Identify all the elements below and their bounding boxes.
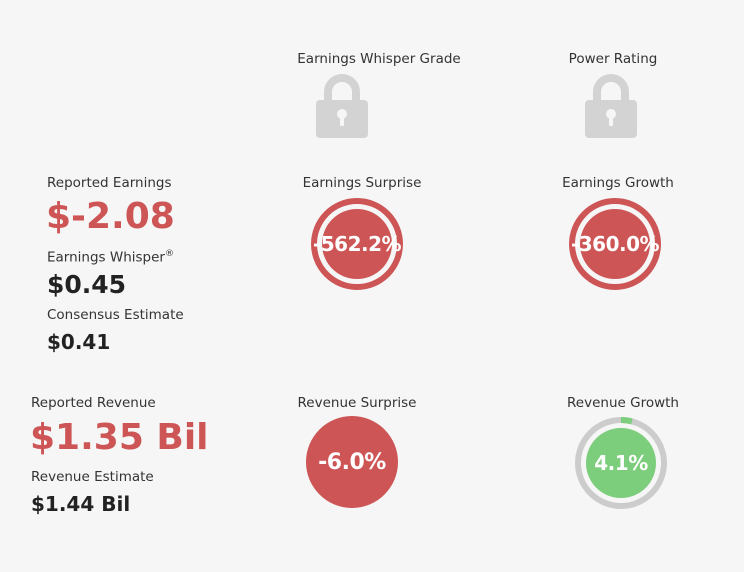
revenue-surprise-value: -6.0% [318, 449, 386, 475]
reported-revenue-label: Reported Revenue [31, 395, 156, 411]
consensus-estimate-label: Consensus Estimate [47, 307, 184, 323]
revenue-growth-label: Revenue Growth [567, 395, 679, 411]
revenue-growth-value: 4.1% [594, 451, 648, 475]
earnings-surprise-label: Earnings Surprise [302, 175, 422, 191]
earnings-surprise-value: -562.2% [312, 232, 402, 256]
revenue-estimate-label: Revenue Estimate [31, 469, 154, 485]
reported-earnings-label: Reported Earnings [47, 175, 172, 191]
revenue-estimate-value: $1.44 Bil [31, 492, 131, 516]
reported-revenue-value: $1.35 Bil [30, 417, 209, 458]
reported-earnings-value: $-2.08 [46, 196, 175, 237]
earnings-growth-gauge: -360.0% [568, 197, 662, 291]
revenue-surprise-label: Revenue Surprise [297, 395, 417, 411]
earnings-whisper-label: Earnings Whisper® [47, 249, 174, 266]
power-rating-label: Power Rating [568, 51, 658, 67]
earnings-surprise-gauge: -562.2% [310, 197, 404, 291]
revenue-growth-progress-arc [575, 417, 667, 509]
revenue-growth-gauge: 4.1% [574, 416, 668, 510]
revenue-surprise-gauge: -6.0% [306, 416, 398, 508]
earnings-growth-label: Earnings Growth [562, 175, 674, 191]
lock-icon [314, 68, 370, 140]
whisper-grade-label: Earnings Whisper Grade [297, 51, 461, 67]
earnings-whisper-value: $0.45 [47, 270, 127, 299]
earnings-growth-value: -360.0% [570, 232, 660, 256]
consensus-estimate-value: $0.41 [47, 330, 111, 354]
lock-icon [583, 68, 639, 140]
